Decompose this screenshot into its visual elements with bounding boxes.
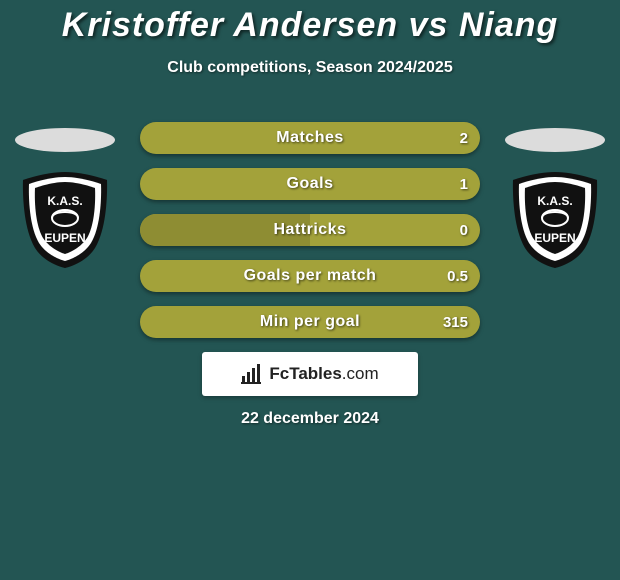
stat-right-value: 0	[460, 214, 468, 246]
stat-row-goals: Goals 1	[140, 168, 480, 200]
left-player-slot: K.A.S. EUPEN	[10, 122, 120, 272]
right-player-portrait-placeholder	[505, 128, 605, 152]
attribution: FcTables.com	[202, 352, 418, 396]
stat-right-value: 0.5	[447, 260, 468, 292]
right-club-badge: K.A.S. EUPEN	[505, 170, 605, 270]
page-title: Kristoffer Andersen vs Niang	[0, 0, 620, 45]
stat-row-min-per-goal: Min per goal 315	[140, 306, 480, 338]
comparison-card: Kristoffer Andersen vs Niang Club compet…	[0, 0, 620, 580]
svg-text:K.A.S.: K.A.S.	[47, 194, 82, 208]
bar-chart-icon	[241, 364, 263, 384]
right-player-slot: K.A.S. EUPEN	[500, 122, 610, 272]
stat-label: Goals	[140, 168, 480, 200]
stat-label: Matches	[140, 122, 480, 154]
left-player-portrait-placeholder	[15, 128, 115, 152]
attribution-text: FcTables.com	[269, 364, 378, 384]
stat-label: Goals per match	[140, 260, 480, 292]
stat-label: Min per goal	[140, 306, 480, 338]
page-subtitle: Club competitions, Season 2024/2025	[0, 59, 620, 77]
svg-text:EUPEN: EUPEN	[534, 231, 575, 245]
svg-text:K.A.S.: K.A.S.	[537, 194, 572, 208]
shield-icon: K.A.S. EUPEN	[505, 170, 605, 270]
stat-bars: Matches 2 Goals 1 Hattricks 0 Goals per …	[140, 122, 480, 352]
stat-right-value: 2	[460, 122, 468, 154]
stat-right-value: 1	[460, 168, 468, 200]
stat-row-matches: Matches 2	[140, 122, 480, 154]
attribution-suffix: .com	[342, 364, 379, 383]
stat-label: Hattricks	[140, 214, 480, 246]
stat-row-hattricks: Hattricks 0	[140, 214, 480, 246]
stat-right-value: 315	[443, 306, 468, 338]
shield-icon: K.A.S. EUPEN	[15, 170, 115, 270]
generated-date: 22 december 2024	[0, 410, 620, 428]
svg-text:EUPEN: EUPEN	[44, 231, 85, 245]
stat-row-goals-per-match: Goals per match 0.5	[140, 260, 480, 292]
attribution-name: FcTables	[269, 364, 341, 383]
left-club-badge: K.A.S. EUPEN	[15, 170, 115, 270]
